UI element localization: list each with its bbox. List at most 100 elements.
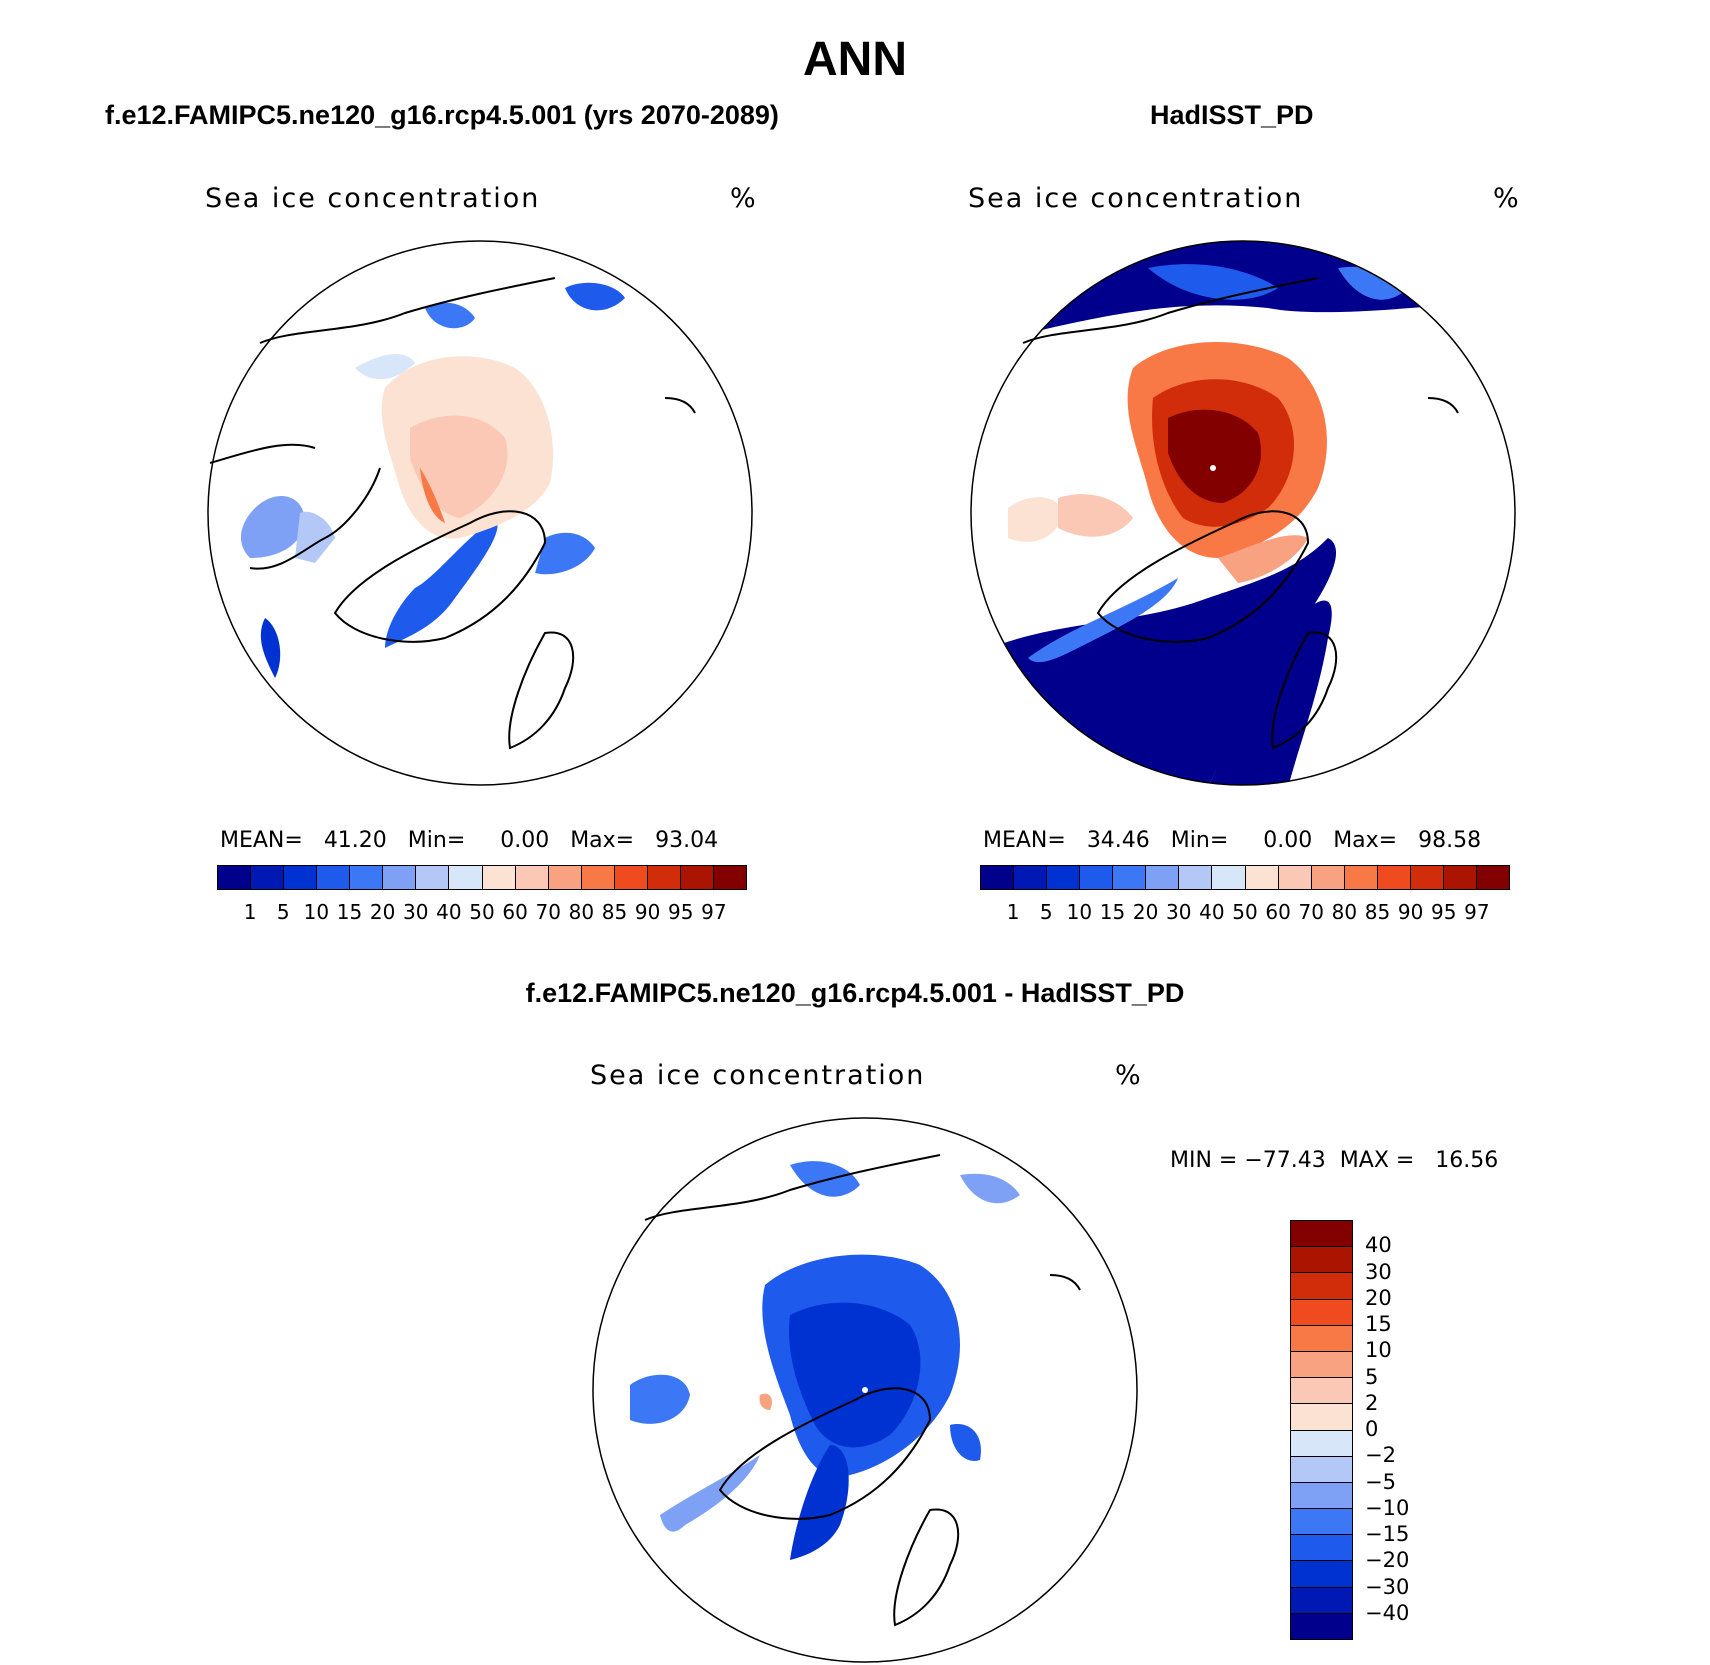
left-variable-label: Sea ice concentration xyxy=(205,183,541,214)
right-max-label: Max= xyxy=(1333,828,1398,853)
diff-max-label: MAX = xyxy=(1339,1148,1415,1173)
colorbar-tick-label: 50 xyxy=(1232,900,1258,924)
diff-ice-positive xyxy=(759,1393,772,1410)
left-ice-max xyxy=(420,468,445,523)
colorbar-box xyxy=(1443,866,1477,889)
colorbar-box xyxy=(1476,866,1509,889)
colorbar-box xyxy=(383,866,417,889)
right-colorbar-ticks: 1 5 10 15 20 30 40 50 60 70 80 85 90 95 97 xyxy=(980,900,1510,924)
colorbar-tick-label: 40 xyxy=(1199,900,1225,924)
colorbar-tick-label: 10 xyxy=(303,900,330,924)
colorbar-tick-label: 15 xyxy=(1099,900,1126,924)
colorbar-tick-label: 5 xyxy=(1039,900,1053,924)
right-max-value: 98.58 xyxy=(1418,828,1482,853)
diff-ice-okhotsk xyxy=(960,1173,1020,1204)
right-mean-value: 34.46 xyxy=(1086,828,1150,853)
left-stats-row: MEAN= 41.20 Min= 0.00 Max= 93.04 xyxy=(220,828,718,853)
colorbar-box xyxy=(1291,1561,1352,1588)
right-variable-label: Sea ice concentration xyxy=(968,183,1304,214)
colorbar-box xyxy=(1410,866,1444,889)
right-stats-row: MEAN= 34.46 Min= 0.00 Max= 98.58 xyxy=(983,828,1481,853)
colorbar-box xyxy=(218,866,252,889)
left-ice-hudson-strait xyxy=(260,618,281,678)
left-ice-okhotsk xyxy=(565,282,625,311)
left-min-value: 0.00 xyxy=(500,828,550,853)
left-mean-label: MEAN= xyxy=(220,828,303,853)
diff-ice-labrador xyxy=(660,1455,760,1532)
colorbar-box xyxy=(1291,1613,1352,1639)
colorbar-box xyxy=(284,866,318,889)
colorbar-tick-label: 2 xyxy=(1365,1390,1379,1415)
colorbar-box xyxy=(1291,1482,1352,1510)
colorbar-box xyxy=(1291,1404,1352,1431)
colorbar-box xyxy=(1291,1430,1352,1457)
colorbar-box xyxy=(317,866,351,889)
right-coast-scandinavia xyxy=(1271,631,1338,750)
colorbar-box xyxy=(1291,1456,1352,1483)
left-coast-scandinavia xyxy=(508,631,575,750)
colorbar-tick-label: 0 xyxy=(1365,1417,1379,1441)
left-max-value: 93.04 xyxy=(655,828,719,853)
colorbar-tick-label: −30 xyxy=(1365,1574,1410,1599)
colorbar-box xyxy=(1014,866,1048,889)
left-ice-hudson-west xyxy=(295,511,335,563)
left-ice-labrador xyxy=(385,518,498,648)
left-coast-alaska xyxy=(209,443,316,464)
colorbar-tick-label: 90 xyxy=(634,900,661,924)
right-polar-map xyxy=(970,240,1516,786)
colorbar-box xyxy=(515,866,549,889)
colorbar-tick-label: 70 xyxy=(535,900,561,924)
colorbar-tick-label: 1 xyxy=(243,900,257,924)
left-unit-label: % xyxy=(730,183,758,214)
colorbar-tick-label: 90 xyxy=(1397,900,1424,924)
colorbar-box xyxy=(416,866,450,889)
colorbar-tick-label: 20 xyxy=(1365,1285,1392,1310)
colorbar-box xyxy=(1291,1509,1352,1536)
diff-north-pole-dot xyxy=(862,1387,868,1393)
colorbar-tick-label: 85 xyxy=(601,900,628,924)
colorbar-tick-label: 80 xyxy=(1331,900,1358,924)
right-ice-inner xyxy=(1168,409,1262,503)
colorbar-box xyxy=(1245,866,1279,889)
right-ice-edge-atlantic xyxy=(1218,535,1308,583)
diff-unit-label: % xyxy=(1115,1060,1143,1091)
colorbar-tick-label: 15 xyxy=(1365,1312,1392,1336)
diff-coast-iceland xyxy=(1049,1274,1081,1291)
diff-max-value: 16.56 xyxy=(1435,1148,1499,1173)
colorbar-box xyxy=(1291,1247,1352,1274)
diff-ice-baffin xyxy=(630,1374,690,1424)
colorbar-tick-label: 70 xyxy=(1298,900,1324,924)
right-coast-iceland xyxy=(1427,397,1459,414)
colorbar-tick-label: −15 xyxy=(1365,1522,1410,1546)
colorbar-box xyxy=(1113,866,1147,889)
left-coast-iceland xyxy=(664,397,696,414)
left-colorbar-ticks: 1 5 10 15 20 30 40 50 60 70 80 85 90 95 97 xyxy=(217,900,747,924)
colorbar-tick-label: 85 xyxy=(1364,900,1391,924)
colorbar-box xyxy=(981,866,1015,889)
colorbar-box xyxy=(1278,866,1312,889)
colorbar-box xyxy=(713,866,746,889)
left-map-boundary xyxy=(207,240,753,786)
colorbar-tick-label: 5 xyxy=(1365,1364,1379,1389)
colorbar-tick-label: 50 xyxy=(469,900,495,924)
colorbar-tick-label: −5 xyxy=(1365,1469,1396,1494)
colorbar-tick-label: 20 xyxy=(369,900,396,924)
right-ice-baffin xyxy=(1008,497,1063,542)
colorbar-box xyxy=(581,866,615,889)
right-map-boundary xyxy=(970,240,1516,786)
colorbar-box xyxy=(251,866,285,889)
colorbar-tick-label: 97 xyxy=(701,900,727,924)
right-coast-greenland xyxy=(1096,510,1310,643)
left-max-label: Max= xyxy=(570,828,635,853)
left-coast-russia xyxy=(259,277,556,344)
diff-case-title: f.e12.FAMIPC5.ne120_g16.rcp4.5.001 - Had… xyxy=(525,978,1185,1008)
colorbar-box xyxy=(1291,1299,1352,1326)
diff-ice-central-inner xyxy=(789,1302,921,1448)
diff-ice-barents xyxy=(950,1424,981,1461)
left-ice-east-greenland xyxy=(535,532,595,575)
colorbar-box xyxy=(614,866,648,889)
diff-coast-scandinavia xyxy=(893,1508,960,1627)
colorbar-box xyxy=(1291,1273,1352,1300)
diff-coast-russia xyxy=(644,1154,941,1221)
right-min-value: 0.00 xyxy=(1263,828,1313,853)
